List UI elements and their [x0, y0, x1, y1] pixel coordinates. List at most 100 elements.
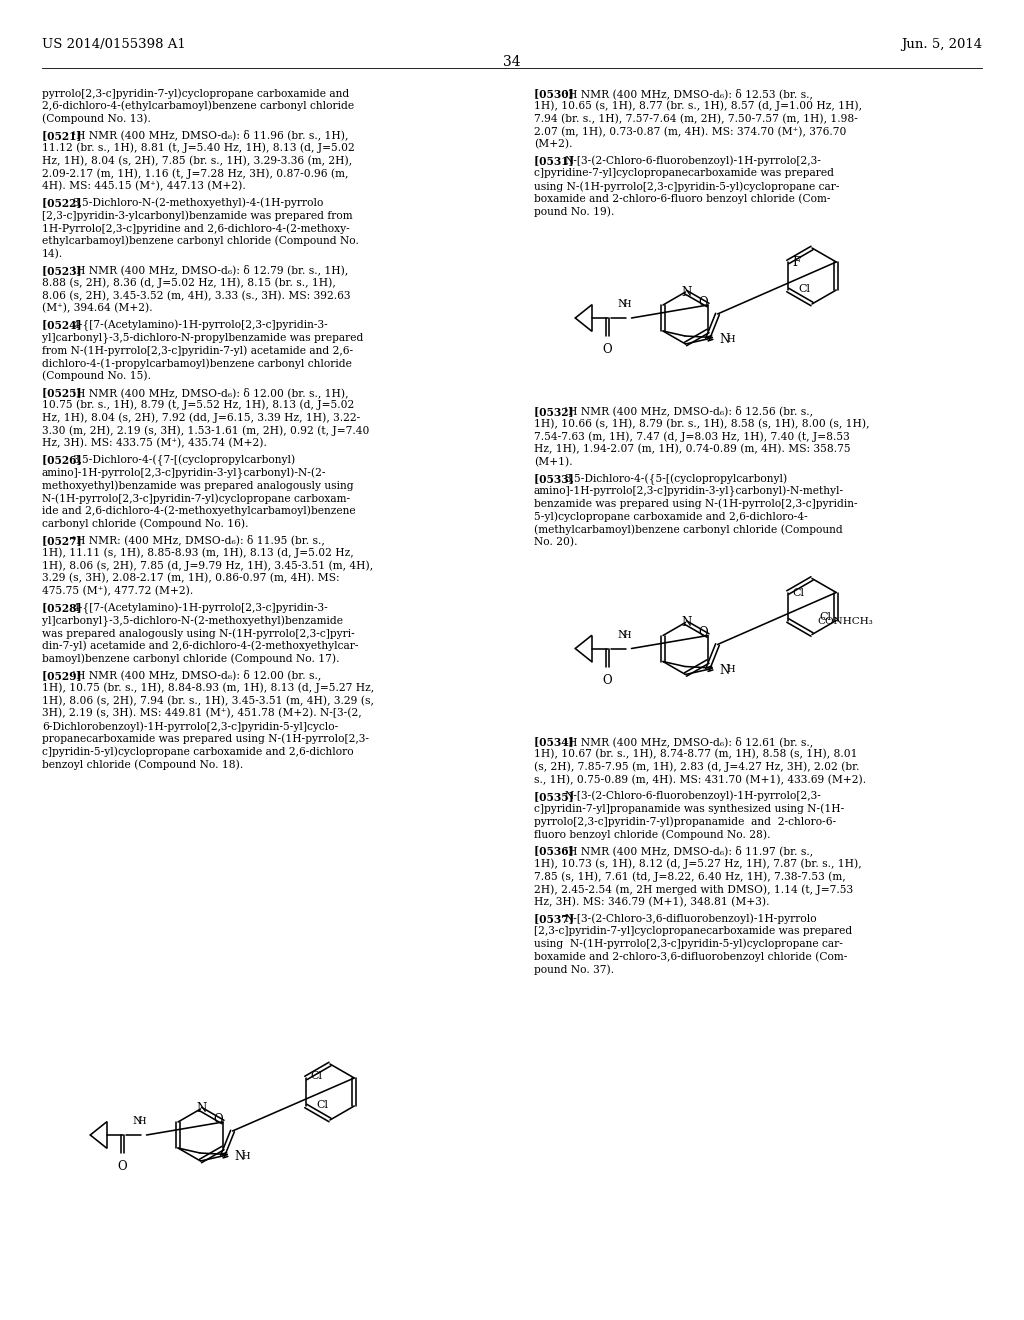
Text: (s, 2H), 7.85-7.95 (m, 1H), 2.83 (d, J=4.27 Hz, 3H), 2.02 (br.: (s, 2H), 7.85-7.95 (m, 1H), 2.83 (d, J=4… [534, 762, 859, 772]
Text: 3,5-Dichloro-4-({7-[(cyclopropylcarbonyl): 3,5-Dichloro-4-({7-[(cyclopropylcarbonyl… [73, 454, 296, 466]
Text: 1H), 10.65 (s, 1H), 8.77 (br. s., 1H), 8.57 (d, J=1.00 Hz, 1H),: 1H), 10.65 (s, 1H), 8.77 (br. s., 1H), 8… [534, 100, 862, 111]
Text: ¹H NMR (400 MHz, DMSO-d₆): δ 11.96 (br. s., 1H),: ¹H NMR (400 MHz, DMSO-d₆): δ 11.96 (br. … [73, 129, 348, 141]
Text: using N-(1H-pyrrolo[2,3-c]pyridin-5-yl)cyclopropane car-: using N-(1H-pyrrolo[2,3-c]pyridin-5-yl)c… [534, 181, 840, 191]
Text: s., 1H), 0.75-0.89 (m, 4H). MS: 431.70 (M+1), 433.69 (M+2).: s., 1H), 0.75-0.89 (m, 4H). MS: 431.70 (… [534, 775, 866, 785]
Text: 1H), 10.67 (br. s., 1H), 8.74-8.77 (m, 1H), 8.58 (s, 1H), 8.01: 1H), 10.67 (br. s., 1H), 8.74-8.77 (m, 1… [534, 748, 857, 759]
Text: 3H), 2.19 (s, 3H). MS: 449.81 (M⁺), 451.78 (M+2). N-[3-(2,: 3H), 2.19 (s, 3H). MS: 449.81 (M⁺), 451.… [42, 709, 361, 718]
Text: c]pyridine-7-yl]cyclopropanecarboxamide was prepared: c]pyridine-7-yl]cyclopropanecarboxamide … [534, 168, 834, 178]
Text: Jun. 5, 2014: Jun. 5, 2014 [901, 38, 982, 51]
Text: [0532]: [0532] [534, 405, 579, 417]
Text: din-7-yl) acetamide and 2,6-dichloro-4-(2-methoxyethylcar-: din-7-yl) acetamide and 2,6-dichloro-4-(… [42, 640, 358, 651]
Text: 10.75 (br. s., 1H), 8.79 (t, J=5.52 Hz, 1H), 8.13 (d, J=5.02: 10.75 (br. s., 1H), 8.79 (t, J=5.52 Hz, … [42, 400, 354, 411]
Text: 3.29 (s, 3H), 2.08-2.17 (m, 1H), 0.86-0.97 (m, 4H). MS:: 3.29 (s, 3H), 2.08-2.17 (m, 1H), 0.86-0.… [42, 573, 340, 583]
Text: O: O [214, 1113, 223, 1126]
Text: N: N [617, 630, 628, 639]
Text: 7.85 (s, 1H), 7.61 (td, J=8.22, 6.40 Hz, 1H), 7.38-7.53 (m,: 7.85 (s, 1H), 7.61 (td, J=8.22, 6.40 Hz,… [534, 871, 846, 882]
Text: was prepared analogously using N-(1H-pyrrolo[2,3-c]pyri-: was prepared analogously using N-(1H-pyr… [42, 628, 354, 639]
Text: N: N [133, 1115, 142, 1126]
Text: 3,5-Dichloro-N-(2-methoxyethyl)-4-(1H-pyrrolo: 3,5-Dichloro-N-(2-methoxyethyl)-4-(1H-py… [73, 198, 324, 209]
Text: H: H [623, 300, 631, 309]
Text: H: H [726, 335, 735, 345]
Text: N-[3-(2-Chloro-6-fluorobenzoyl)-1H-pyrrolo[2,3-: N-[3-(2-Chloro-6-fluorobenzoyl)-1H-pyrro… [564, 156, 821, 166]
Text: N: N [681, 285, 691, 298]
Text: 8.88 (s, 2H), 8.36 (d, J=5.02 Hz, 1H), 8.15 (br. s., 1H),: 8.88 (s, 2H), 8.36 (d, J=5.02 Hz, 1H), 8… [42, 277, 336, 288]
Text: 2.07 (m, 1H), 0.73-0.87 (m, 4H). MS: 374.70 (M⁺), 376.70: 2.07 (m, 1H), 0.73-0.87 (m, 4H). MS: 374… [534, 127, 847, 137]
Text: amino]-1H-pyrrolo[2,3-c]pyridin-3-yl}carbonyl)-N-methyl-: amino]-1H-pyrrolo[2,3-c]pyridin-3-yl}car… [534, 486, 844, 498]
Text: N-[3-(2-Chloro-3,6-difluorobenzoyl)-1H-pyrrolo: N-[3-(2-Chloro-3,6-difluorobenzoyl)-1H-p… [564, 913, 817, 924]
Text: (M+2).: (M+2). [534, 139, 572, 149]
Text: ¹H NMR (400 MHz, DMSO-d₆): δ 12.61 (br. s.,: ¹H NMR (400 MHz, DMSO-d₆): δ 12.61 (br. … [564, 737, 813, 747]
Text: ¹H NMR (400 MHz, DMSO-d₆): δ 12.00 (br. s., 1H),: ¹H NMR (400 MHz, DMSO-d₆): δ 12.00 (br. … [73, 387, 349, 397]
Text: Hz, 1H), 8.04 (s, 2H), 7.85 (br. s., 1H), 3.29-3.36 (m, 2H),: Hz, 1H), 8.04 (s, 2H), 7.85 (br. s., 1H)… [42, 156, 352, 166]
Text: 2.09-2.17 (m, 1H), 1.16 (t, J=7.28 Hz, 3H), 0.87-0.96 (m,: 2.09-2.17 (m, 1H), 1.16 (t, J=7.28 Hz, 3… [42, 168, 348, 180]
Text: (methylcarbamoyl)benzene carbonyl chloride (Compound: (methylcarbamoyl)benzene carbonyl chlori… [534, 524, 843, 535]
Text: 7.54-7.63 (m, 1H), 7.47 (d, J=8.03 Hz, 1H), 7.40 (t, J=8.53: 7.54-7.63 (m, 1H), 7.47 (d, J=8.03 Hz, 1… [534, 432, 850, 442]
Text: methoxyethyl)benzamide was prepared analogously using: methoxyethyl)benzamide was prepared anal… [42, 480, 353, 491]
Text: (M+1).: (M+1). [534, 457, 572, 467]
Text: [0526]: [0526] [42, 454, 87, 466]
Text: 34: 34 [503, 55, 521, 69]
Text: 1H), 10.75 (br. s., 1H), 8.84-8.93 (m, 1H), 8.13 (d, J=5.27 Hz,: 1H), 10.75 (br. s., 1H), 8.84-8.93 (m, 1… [42, 682, 374, 693]
Text: from N-(1H-pyrrolo[2,3-c]pyridin-7-yl) acetamide and 2,6-: from N-(1H-pyrrolo[2,3-c]pyridin-7-yl) a… [42, 346, 353, 356]
Text: 4H). MS: 445.15 (M⁺), 447.13 (M+2).: 4H). MS: 445.15 (M⁺), 447.13 (M+2). [42, 181, 246, 191]
Text: 11.12 (br. s., 1H), 8.81 (t, J=5.40 Hz, 1H), 8.13 (d, J=5.02: 11.12 (br. s., 1H), 8.81 (t, J=5.40 Hz, … [42, 143, 354, 153]
Text: Cl: Cl [819, 612, 831, 623]
Text: Cl: Cl [793, 587, 805, 598]
Text: benzamide was prepared using N-(1H-pyrrolo[2,3-c]pyridin-: benzamide was prepared using N-(1H-pyrro… [534, 499, 858, 510]
Text: 14).: 14). [42, 248, 63, 259]
Text: F: F [793, 256, 801, 268]
Text: c]pyridin-5-yl)cyclopropane carboxamide and 2,6-dichloro: c]pyridin-5-yl)cyclopropane carboxamide … [42, 747, 353, 758]
Text: N: N [681, 616, 691, 630]
Text: Hz, 1H), 1.94-2.07 (m, 1H), 0.74-0.89 (m, 4H). MS: 358.75: Hz, 1H), 1.94-2.07 (m, 1H), 0.74-0.89 (m… [534, 444, 851, 454]
Text: 8.06 (s, 2H), 3.45-3.52 (m, 4H), 3.33 (s., 3H). MS: 392.63: 8.06 (s, 2H), 3.45-3.52 (m, 4H), 3.33 (s… [42, 290, 350, 301]
Text: yl]carbonyl}-3,5-dichloro-N-propylbenzamide was prepared: yl]carbonyl}-3,5-dichloro-N-propylbenzam… [42, 333, 364, 343]
Text: No. 20).: No. 20). [534, 537, 578, 548]
Text: O: O [698, 296, 709, 309]
Text: (Compound No. 13).: (Compound No. 13). [42, 114, 151, 124]
Text: US 2014/0155398 A1: US 2014/0155398 A1 [42, 38, 185, 51]
Text: N-[3-(2-Chloro-6-fluorobenzoyl)-1H-pyrrolo[2,3-: N-[3-(2-Chloro-6-fluorobenzoyl)-1H-pyrro… [564, 791, 821, 801]
Text: [2,3-c]pyridin-3-ylcarbonyl)benzamide was prepared from: [2,3-c]pyridin-3-ylcarbonyl)benzamide wa… [42, 210, 352, 220]
Text: [0522]: [0522] [42, 198, 87, 209]
Text: fluoro benzoyl chloride (Compound No. 28).: fluoro benzoyl chloride (Compound No. 28… [534, 829, 770, 840]
Text: 1H), 11.11 (s, 1H), 8.85-8.93 (m, 1H), 8.13 (d, J=5.02 Hz,: 1H), 11.11 (s, 1H), 8.85-8.93 (m, 1H), 8… [42, 548, 353, 558]
Text: 1H), 8.06 (s, 2H), 7.85 (d, J=9.79 Hz, 1H), 3.45-3.51 (m, 4H),: 1H), 8.06 (s, 2H), 7.85 (d, J=9.79 Hz, 1… [42, 561, 373, 572]
Text: (M⁺), 394.64 (M+2).: (M⁺), 394.64 (M+2). [42, 304, 153, 314]
Text: [0527]: [0527] [42, 535, 87, 546]
Text: O: O [698, 627, 709, 639]
Text: Hz, 1H), 8.04 (s, 2H), 7.92 (dd, J=6.15, 3.39 Hz, 1H), 3.22-: Hz, 1H), 8.04 (s, 2H), 7.92 (dd, J=6.15,… [42, 413, 360, 424]
Text: 2,6-dichloro-4-(ethylcarbamoyl)benzene carbonyl chloride: 2,6-dichloro-4-(ethylcarbamoyl)benzene c… [42, 100, 354, 111]
Text: O: O [603, 673, 612, 686]
Text: pound No. 19).: pound No. 19). [534, 207, 614, 218]
Text: H: H [242, 1152, 250, 1162]
Text: 4-{[7-(Acetylamino)-1H-pyrrolo[2,3-c]pyridin-3-: 4-{[7-(Acetylamino)-1H-pyrrolo[2,3-c]pyr… [73, 602, 328, 614]
Text: amino]-1H-pyrrolo[2,3-c]pyridin-3-yl}carbonyl)-N-(2-: amino]-1H-pyrrolo[2,3-c]pyridin-3-yl}car… [42, 467, 327, 479]
Text: Hz, 3H). MS: 433.75 (M⁺), 435.74 (M+2).: Hz, 3H). MS: 433.75 (M⁺), 435.74 (M+2). [42, 438, 267, 449]
Text: 475.75 (M⁺), 477.72 (M+2).: 475.75 (M⁺), 477.72 (M+2). [42, 586, 194, 597]
Text: 1H), 10.73 (s, 1H), 8.12 (d, J=5.27 Hz, 1H), 7.87 (br. s., 1H),: 1H), 10.73 (s, 1H), 8.12 (d, J=5.27 Hz, … [534, 858, 861, 869]
Text: 3.30 (m, 2H), 2.19 (s, 3H), 1.53-1.61 (m, 2H), 0.92 (t, J=7.40: 3.30 (m, 2H), 2.19 (s, 3H), 1.53-1.61 (m… [42, 425, 370, 436]
Text: 1H), 8.06 (s, 2H), 7.94 (br. s., 1H), 3.45-3.51 (m, 4H), 3.29 (s,: 1H), 8.06 (s, 2H), 7.94 (br. s., 1H), 3.… [42, 696, 374, 706]
Text: [0521]: [0521] [42, 129, 87, 141]
Text: 1H-Pyrrolo[2,3-c]pyridine and 2,6-dichloro-4-(2-methoxy-: 1H-Pyrrolo[2,3-c]pyridine and 2,6-dichlo… [42, 223, 350, 234]
Text: using  N-(1H-pyrrolo[2,3-c]pyridin-5-yl)cyclopropane car-: using N-(1H-pyrrolo[2,3-c]pyridin-5-yl)c… [534, 939, 843, 949]
Text: N: N [197, 1102, 207, 1115]
Text: O: O [603, 343, 612, 356]
Text: [0534]: [0534] [534, 737, 580, 747]
Text: N-(1H-pyrrolo[2,3-c]pyridin-7-yl)cyclopropane carboxam-: N-(1H-pyrrolo[2,3-c]pyridin-7-yl)cyclopr… [42, 492, 350, 503]
Text: propanecarboxamide was prepared using N-(1H-pyrrolo[2,3-: propanecarboxamide was prepared using N-… [42, 734, 369, 744]
Text: [0536]: [0536] [534, 846, 580, 857]
Text: ¹H NMR (400 MHz, DMSO-d₆): δ 12.53 (br. s.,: ¹H NMR (400 MHz, DMSO-d₆): δ 12.53 (br. … [564, 88, 813, 99]
Text: 2H), 2.45-2.54 (m, 2H merged with DMSO), 1.14 (t, J=7.53: 2H), 2.45-2.54 (m, 2H merged with DMSO),… [534, 884, 853, 895]
Text: 7.94 (br. s., 1H), 7.57-7.64 (m, 2H), 7.50-7.57 (m, 1H), 1.98-: 7.94 (br. s., 1H), 7.57-7.64 (m, 2H), 7.… [534, 114, 858, 124]
Text: [0537]: [0537] [534, 913, 580, 924]
Text: ¹H NMR: (400 MHz, DMSO-d₆): δ 11.95 (br. s.,: ¹H NMR: (400 MHz, DMSO-d₆): δ 11.95 (br.… [73, 535, 325, 545]
Text: [0533]: [0533] [534, 473, 580, 484]
Text: pyrrolo[2,3-c]pyridin-7-yl)cyclopropane carboxamide and: pyrrolo[2,3-c]pyridin-7-yl)cyclopropane … [42, 88, 349, 99]
Text: ide and 2,6-dichloro-4-(2-methoxyethylcarbamoyl)benzene: ide and 2,6-dichloro-4-(2-methoxyethylca… [42, 506, 355, 516]
Text: H: H [623, 631, 631, 639]
Text: ¹H NMR (400 MHz, DMSO-d₆): δ 12.00 (br. s.,: ¹H NMR (400 MHz, DMSO-d₆): δ 12.00 (br. … [73, 669, 322, 681]
Text: N: N [617, 300, 628, 309]
Text: Cl: Cl [316, 1100, 328, 1110]
Text: Cl: Cl [798, 284, 810, 294]
